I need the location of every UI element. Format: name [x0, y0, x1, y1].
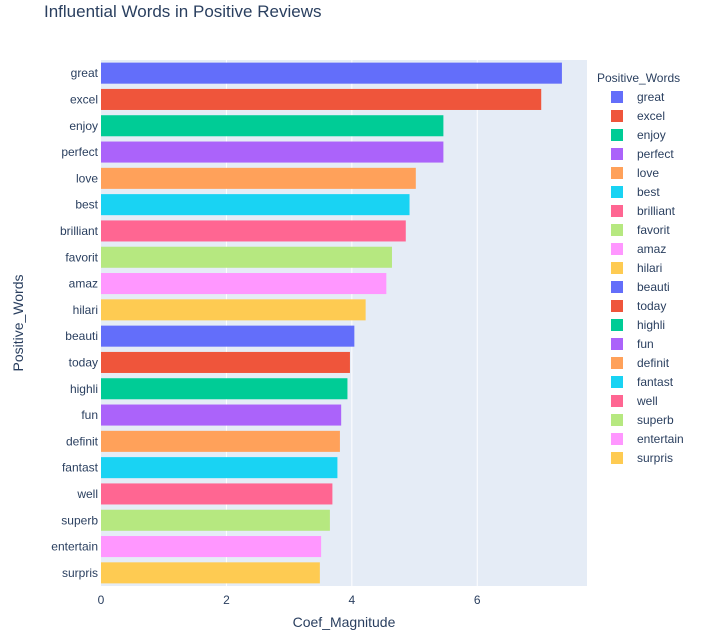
- legend-item-perfect[interactable]: perfect: [637, 147, 674, 161]
- y-axis-title: Positive_Words: [10, 274, 26, 371]
- y-tick-label: perfect: [61, 145, 98, 159]
- y-tick-label: great: [71, 66, 99, 80]
- bar-fun[interactable]: [101, 404, 342, 426]
- x-tick-labels: 0 2 4 6: [98, 593, 481, 607]
- legend-swatch-fun[interactable]: [611, 338, 623, 350]
- legend-swatch-love[interactable]: [611, 167, 623, 179]
- bar-brilliant[interactable]: [101, 220, 406, 242]
- bars: [101, 62, 562, 584]
- bar-surpris[interactable]: [101, 562, 320, 584]
- legend-swatch-highli[interactable]: [611, 319, 623, 331]
- legend-item-beauti[interactable]: beauti: [637, 280, 670, 294]
- y-tick-label: fun: [81, 408, 98, 422]
- legend-item-brilliant[interactable]: brilliant: [637, 204, 676, 218]
- bar-perfect[interactable]: [101, 141, 444, 163]
- bar-highli[interactable]: [101, 378, 348, 400]
- bar-enjoy[interactable]: [101, 115, 444, 137]
- bar-today[interactable]: [101, 351, 350, 373]
- legend-swatch-fantast[interactable]: [611, 376, 623, 388]
- bar-superb[interactable]: [101, 509, 330, 531]
- x-tick-label: 6: [474, 593, 481, 607]
- legend-item-favorit[interactable]: favorit: [637, 223, 670, 237]
- bar-definit[interactable]: [101, 430, 340, 452]
- y-tick-labels: great excel enjoy perfect love best brilliant f…: [51, 66, 98, 580]
- legend-swatch-enjoy[interactable]: [611, 129, 623, 141]
- y-tick-label: definit: [66, 434, 99, 448]
- y-tick-label: favorit: [65, 250, 98, 264]
- legend-title: Positive_Words: [597, 71, 680, 85]
- bar-great[interactable]: [101, 62, 562, 84]
- bar-well[interactable]: [101, 483, 333, 505]
- bar-excel[interactable]: [101, 88, 542, 110]
- legend-swatch-great[interactable]: [611, 91, 623, 103]
- legend-item-well[interactable]: well: [636, 394, 658, 408]
- x-tick-label: 4: [348, 593, 355, 607]
- y-tick-label: highli: [70, 382, 98, 396]
- legend-swatch-amaz[interactable]: [611, 243, 623, 255]
- bar-beauti[interactable]: [101, 325, 355, 347]
- bar-entertain[interactable]: [101, 536, 322, 558]
- y-tick-label: today: [69, 355, 98, 369]
- legend-swatch-surpris[interactable]: [611, 452, 623, 464]
- legend-item-definit[interactable]: definit: [637, 356, 670, 370]
- y-tick-label: fantast: [62, 461, 99, 475]
- y-tick-label: love: [76, 171, 98, 185]
- x-tick-label: 2: [223, 593, 230, 607]
- legend-swatch-entertain[interactable]: [611, 433, 623, 445]
- legend-swatch-today[interactable]: [611, 300, 623, 312]
- legend: great excel enjoy perfect love best brilliant f…: [611, 90, 684, 465]
- bar-hilari[interactable]: [101, 299, 366, 321]
- legend-item-excel[interactable]: excel: [637, 109, 665, 123]
- legend-item-love[interactable]: love: [637, 166, 659, 180]
- bar-amaz[interactable]: [101, 273, 387, 295]
- x-axis-title: Coef_Magnitude: [293, 614, 396, 630]
- legend-item-surpris[interactable]: surpris: [637, 451, 673, 465]
- legend-swatch-definit[interactable]: [611, 357, 623, 369]
- bar-love[interactable]: [101, 167, 416, 189]
- legend-item-hilari[interactable]: hilari: [637, 261, 662, 275]
- legend-item-great[interactable]: great: [637, 90, 665, 104]
- legend-swatch-excel[interactable]: [611, 110, 623, 122]
- legend-swatch-hilari[interactable]: [611, 262, 623, 274]
- legend-swatch-well[interactable]: [611, 395, 623, 407]
- y-tick-label: beauti: [65, 329, 98, 343]
- chart-title: Influential Words in Positive Reviews: [44, 2, 321, 21]
- legend-swatch-brilliant[interactable]: [611, 205, 623, 217]
- legend-item-amaz[interactable]: amaz: [637, 242, 666, 256]
- legend-swatch-superb[interactable]: [611, 414, 623, 426]
- y-tick-label: superb: [61, 513, 98, 527]
- legend-item-fantast[interactable]: fantast: [637, 375, 674, 389]
- y-tick-label: surpris: [62, 566, 98, 580]
- legend-swatch-perfect[interactable]: [611, 148, 623, 160]
- y-tick-label: enjoy: [69, 119, 98, 133]
- legend-swatch-beauti[interactable]: [611, 281, 623, 293]
- y-tick-label: entertain: [51, 540, 98, 554]
- bar-favorit[interactable]: [101, 246, 392, 268]
- legend-item-best[interactable]: best: [637, 185, 660, 199]
- legend-swatch-favorit[interactable]: [611, 224, 623, 236]
- y-tick-label: brilliant: [60, 224, 99, 238]
- y-tick-label: well: [76, 487, 98, 501]
- bar-best[interactable]: [101, 194, 410, 216]
- legend-item-enjoy[interactable]: enjoy: [637, 128, 666, 142]
- legend-item-superb[interactable]: superb: [637, 413, 674, 427]
- y-tick-label: amaz: [69, 277, 98, 291]
- bar-fantast[interactable]: [101, 457, 338, 479]
- plot-area: [101, 60, 587, 586]
- legend-item-fun[interactable]: fun: [637, 337, 654, 351]
- legend-item-highli[interactable]: highli: [637, 318, 665, 332]
- legend-item-entertain[interactable]: entertain: [637, 432, 684, 446]
- x-tick-label: 0: [98, 593, 105, 607]
- legend-item-today[interactable]: today: [637, 299, 666, 313]
- y-tick-label: hilari: [73, 303, 98, 317]
- y-tick-label: excel: [70, 92, 98, 106]
- legend-swatch-best[interactable]: [611, 186, 623, 198]
- y-tick-label: best: [75, 198, 98, 212]
